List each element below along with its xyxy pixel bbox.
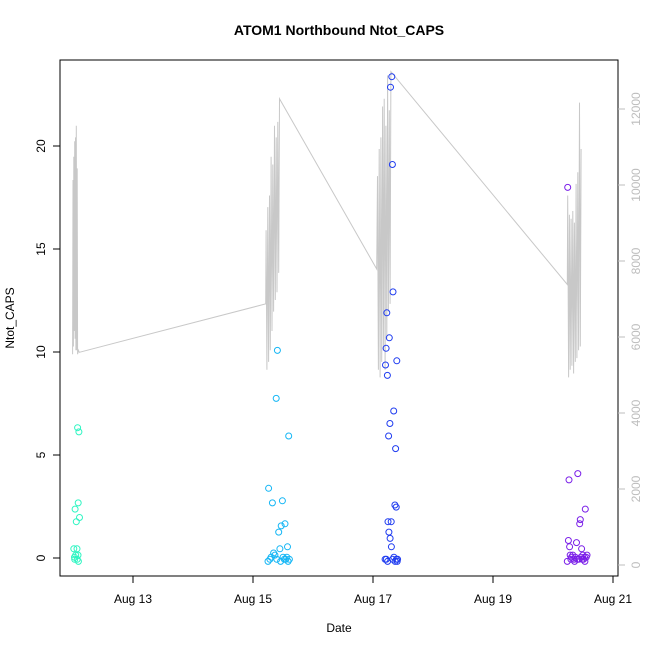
data-point — [573, 555, 581, 563]
y2-tick-label: 8000 — [629, 247, 643, 274]
data-point — [565, 476, 573, 484]
data-point — [264, 557, 272, 565]
y-axis-label: Ntot_CAPS — [3, 287, 17, 348]
data-point — [276, 545, 284, 553]
y-tick-label: 0 — [34, 554, 48, 561]
plot-frame — [59, 59, 619, 577]
data-point — [394, 555, 402, 563]
y-axis-left: 0 5 10 15 20 — [34, 139, 60, 561]
x-tick-label: Aug 17 — [354, 592, 392, 606]
chart-title: ATOM1 Northbound Ntot_CAPS — [234, 22, 444, 38]
data-point — [390, 407, 398, 415]
data-point — [285, 432, 293, 440]
data-point — [385, 432, 393, 440]
data-point — [278, 497, 286, 505]
data-point — [71, 505, 79, 513]
y2-tick-label: 4000 — [629, 399, 643, 426]
data-point — [385, 528, 393, 536]
data-point — [383, 309, 391, 317]
y2-tick-label: 2000 — [629, 475, 643, 502]
data-point — [273, 346, 281, 354]
data-point — [576, 520, 584, 528]
data-point — [76, 514, 83, 521]
data-point — [579, 551, 587, 559]
data-point — [566, 543, 574, 551]
data-point — [386, 534, 394, 542]
x-tick-label: Aug 13 — [114, 592, 152, 606]
x-axis: Aug 13 Aug 15 Aug 17 Aug 19 Aug 21 — [114, 576, 632, 606]
y2-tick-label: 10000 — [629, 168, 643, 202]
secondary-series-line — [72, 70, 582, 378]
data-point — [272, 394, 280, 402]
data-point — [382, 344, 390, 352]
data-point — [284, 557, 292, 565]
data-point — [284, 543, 291, 551]
y-axis-right: 0 2000 4000 6000 8000 10000 12000 — [618, 92, 643, 568]
data-point — [581, 505, 589, 513]
y-tick-label: 20 — [34, 139, 48, 153]
y2-tick-label: 0 — [629, 561, 643, 568]
data-point — [388, 73, 396, 81]
y-tick-label: 10 — [34, 345, 48, 359]
data-point — [563, 557, 571, 565]
x-tick-label: Aug 21 — [594, 592, 632, 606]
data-point — [583, 551, 591, 559]
data-point — [74, 557, 82, 565]
data-point — [71, 555, 79, 563]
data-point — [75, 428, 83, 436]
data-point — [392, 503, 400, 511]
data-point — [70, 545, 78, 553]
data-point — [564, 537, 572, 544]
y-tick-label: 5 — [34, 451, 48, 458]
data-point — [581, 557, 589, 565]
data-point — [388, 161, 396, 168]
data-point — [392, 445, 400, 453]
data-point — [564, 183, 572, 191]
data-point — [384, 518, 392, 526]
data-point — [574, 470, 582, 478]
data-point — [387, 83, 394, 91]
data-point — [387, 543, 395, 551]
data-point — [383, 371, 391, 379]
data-point — [265, 484, 273, 492]
y-tick-label: 15 — [34, 242, 48, 256]
data-point — [385, 334, 393, 342]
x-axis-label: Date — [326, 621, 352, 635]
data-point — [382, 361, 389, 369]
points-layer — [70, 73, 591, 565]
x-tick-label: Aug 15 — [234, 592, 272, 606]
data-point — [271, 551, 279, 559]
data-point — [573, 539, 580, 547]
data-point — [74, 424, 82, 432]
y2-tick-label: 12000 — [629, 92, 643, 126]
y2-tick-label: 6000 — [629, 323, 643, 350]
data-point — [275, 528, 283, 536]
data-point — [386, 420, 394, 427]
data-point — [273, 555, 281, 563]
data-point — [277, 557, 285, 565]
x-tick-label: Aug 19 — [474, 592, 512, 606]
data-point — [268, 499, 276, 507]
data-point — [578, 545, 586, 553]
data-point — [281, 520, 289, 528]
secondary-line-layer — [72, 70, 582, 378]
data-point — [576, 516, 584, 524]
data-point — [72, 551, 80, 559]
data-point — [72, 518, 80, 526]
data-point — [277, 522, 285, 530]
data-point — [74, 499, 82, 507]
data-point — [389, 288, 397, 296]
data-point — [387, 518, 395, 526]
data-point — [393, 357, 401, 365]
